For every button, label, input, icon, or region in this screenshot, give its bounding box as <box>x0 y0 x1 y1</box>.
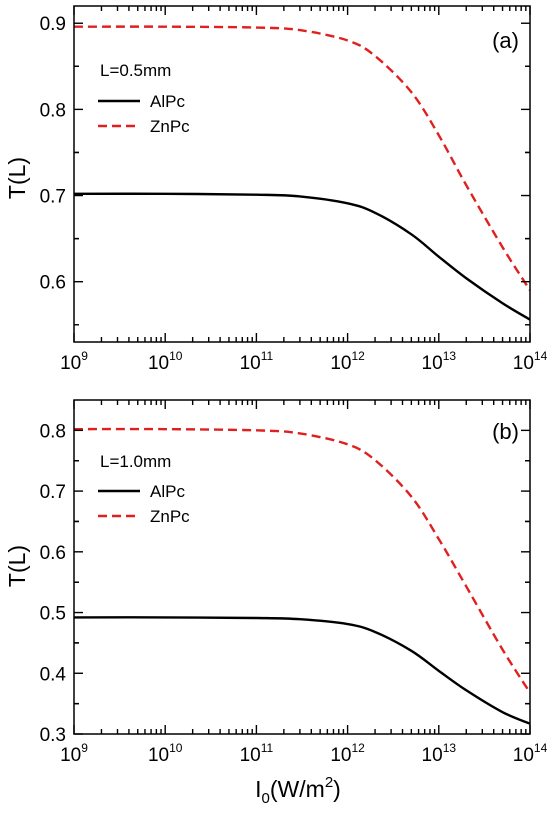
x-tick-label-base-a-4: 10 <box>422 353 443 374</box>
plot-frame-a <box>73 5 531 343</box>
y-tick-label-b-1: 0.4 <box>40 664 67 685</box>
series-line-znpc-b <box>73 427 532 694</box>
y-tick-label-b-0: 0.3 <box>40 725 66 746</box>
x-tick-label-a-4: 1013 <box>422 349 457 374</box>
x-tick-label-base-b-3: 10 <box>330 745 351 766</box>
series-line-alpc-a <box>73 192 531 321</box>
panel-label-b: (b) <box>492 419 519 444</box>
x-tick-label-exp-b-4: 13 <box>443 741 457 755</box>
x-tick-label-b-4: 1013 <box>422 741 457 766</box>
y-tick-label-b-5: 0.8 <box>40 421 66 442</box>
x-tick-label-a-2: 1011 <box>240 349 274 374</box>
panel-label-a: (a) <box>492 28 519 53</box>
x-tick-label-base-a-1: 10 <box>148 353 169 374</box>
x-tick-label-exp-a-3: 12 <box>351 349 365 363</box>
x-tick-label-exp-a-0: 9 <box>81 349 88 363</box>
axes-b: 109 1010 1011 1012 1013 10140.30.40.50.60.70.… <box>40 400 548 766</box>
x-tick-label-exp-b-2: 11 <box>261 741 274 755</box>
x-tick-label-base-a-3: 10 <box>330 353 351 374</box>
y-tick-label-b-4: 0.7 <box>40 482 66 503</box>
legend-title-a: L=0.5mm <box>100 61 171 80</box>
y-tick-label-a-1: 0.7 <box>40 187 66 208</box>
x-tick-label-exp-a-1: 10 <box>169 349 183 363</box>
y-axis-label-a: T(L) <box>4 157 30 199</box>
x-tick-label-base-a-0: 10 <box>60 353 81 374</box>
x-tick-label-b-2: 1011 <box>240 741 274 766</box>
x-tick-label-b-1: 1010 <box>148 741 183 766</box>
x-tick-label-base-a-5: 10 <box>513 353 534 374</box>
x-tick-label-a-5: 1014 <box>513 349 548 374</box>
x-tick-label-exp-a-5: 14 <box>534 349 548 363</box>
x-tick-label-a-3: 1012 <box>330 349 365 374</box>
y-tick-label-b-2: 0.5 <box>40 604 66 625</box>
x-tick-label-b-3: 1012 <box>330 741 365 766</box>
x-tick-label-a-0: 109 <box>60 349 88 374</box>
x-tick-label-b-0: 109 <box>60 741 88 766</box>
plot-area-a <box>73 25 532 321</box>
y-tick-label-a-2: 0.8 <box>40 100 66 121</box>
x-tick-label-base-b-1: 10 <box>148 745 169 766</box>
x-tick-label-base-b-4: 10 <box>422 745 443 766</box>
plot-frame-b <box>73 399 531 735</box>
x-tick-label-base-b-0: 10 <box>60 745 81 766</box>
plot-area-b <box>73 427 532 725</box>
y-axis-label-b: T(L) <box>4 545 30 587</box>
y-tick-label-a-3: 0.9 <box>40 14 66 35</box>
x-tick-label-exp-b-3: 12 <box>351 741 365 755</box>
y-tick-label-b-3: 0.6 <box>40 543 66 564</box>
x-tick-label-exp-b-0: 9 <box>81 741 88 755</box>
y-tick-label-a-0: 0.6 <box>40 273 66 294</box>
series-line-alpc-b <box>73 616 531 725</box>
x-tick-label-base-b-5: 10 <box>513 745 534 766</box>
x-tick-label-exp-a-4: 13 <box>443 349 457 363</box>
legend-label-alpc-a: AlPc <box>150 92 185 111</box>
x-tick-label-exp-b-1: 10 <box>169 741 183 755</box>
legend-title-b: L=1.0mm <box>100 452 171 471</box>
x-tick-label-b-5: 1014 <box>513 741 548 766</box>
legend-label-znpc-b: ZnPc <box>150 507 190 526</box>
x-axis-label: I0(W/m2) <box>255 774 341 807</box>
x-tick-label-exp-b-5: 14 <box>534 741 548 755</box>
x-tick-label-base-a-2: 10 <box>240 353 261 374</box>
x-tick-label-base-b-2: 10 <box>240 745 261 766</box>
series-line-znpc-a <box>73 25 532 291</box>
x-tick-label-exp-a-2: 11 <box>261 349 274 363</box>
legend-label-znpc-a: ZnPc <box>150 117 190 136</box>
panel-b: 109 1010 1011 1012 1013 10140.30.40.50.60.70.… <box>4 399 548 807</box>
x-tick-label-a-1: 1010 <box>148 349 183 374</box>
legend-label-alpc-b: AlPc <box>150 482 185 501</box>
